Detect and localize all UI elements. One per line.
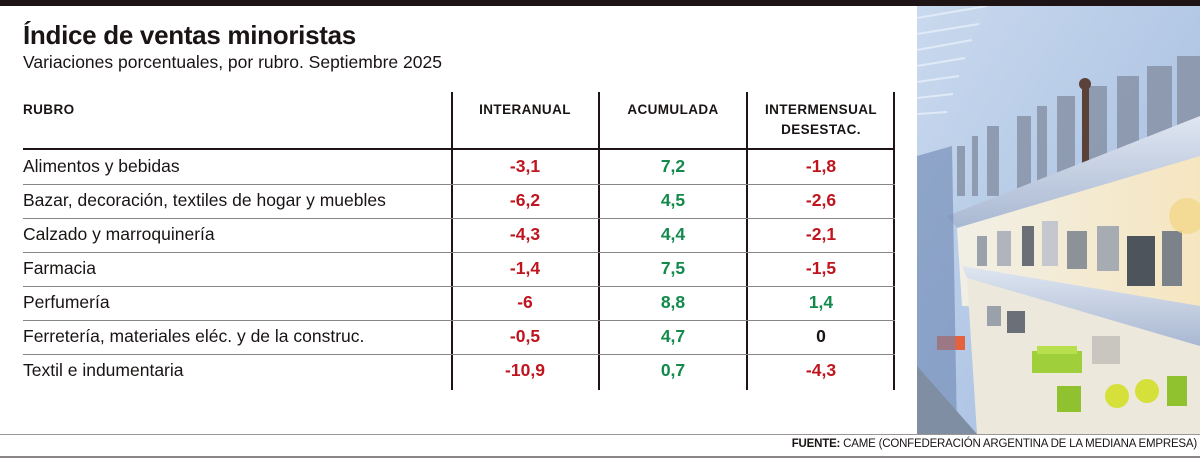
value-intermensual: 1,4 <box>808 292 834 312</box>
source-rule <box>0 434 1200 435</box>
source-text: CAME (CONFEDERACIÓN ARGENTINA DE LA MEDI… <box>840 438 1197 450</box>
photo-illustration <box>917 6 1200 434</box>
value-intermensual: 0 <box>816 326 826 346</box>
row-divider <box>23 320 895 321</box>
row-label: Alimentos y bebidas <box>23 156 180 176</box>
value-interanual: -10,9 <box>505 360 545 380</box>
row-divider <box>23 252 895 253</box>
value-intermensual: -2,6 <box>805 190 837 210</box>
row-divider <box>23 184 895 185</box>
value-interanual: -6,2 <box>509 190 541 210</box>
row-label: Calzado y marroquinería <box>23 224 215 244</box>
row-label: Perfumería <box>23 292 110 312</box>
row-divider <box>23 354 895 355</box>
value-intermensual: -2,1 <box>805 224 837 244</box>
value-interanual: -4,3 <box>509 224 541 244</box>
value-acumulada: 4,5 <box>660 190 686 210</box>
header-rule <box>23 148 895 150</box>
value-intermensual: -1,8 <box>805 156 837 176</box>
row-label: Bazar, decoración, textiles de hogar y m… <box>23 190 386 210</box>
column-header-interanual: INTERANUAL <box>479 102 571 117</box>
bottom-rule <box>0 456 1200 458</box>
row-divider <box>23 286 895 287</box>
column-header-intermensual-line1: INTERMENSUAL <box>764 102 878 117</box>
chart-subtitle: Variaciones porcentuales, por rubro. Sep… <box>23 52 442 72</box>
column-header-rubro: RUBRO <box>23 102 75 117</box>
value-acumulada: 7,2 <box>660 156 686 176</box>
column-divider <box>598 92 600 390</box>
value-interanual: -1,4 <box>509 258 541 278</box>
source-label: FUENTE: <box>791 438 841 450</box>
value-acumulada: 8,8 <box>660 292 686 312</box>
value-acumulada: 4,7 <box>660 326 686 346</box>
value-acumulada: 4,4 <box>660 224 686 244</box>
store-shelves-photo <box>917 6 1200 434</box>
value-interanual: -6 <box>517 292 533 312</box>
top-rule <box>0 0 1200 6</box>
row-divider <box>23 218 895 219</box>
column-header-intermensual-line2: DESESTAC. <box>781 122 861 137</box>
column-divider <box>746 92 748 390</box>
value-acumulada: 0,7 <box>660 360 686 380</box>
value-intermensual: -4,3 <box>805 360 837 380</box>
value-interanual: -0,5 <box>509 326 541 346</box>
column-header-intermensual: INTERMENSUAL DESESTAC. <box>748 100 894 140</box>
column-divider <box>451 92 453 390</box>
row-label: Farmacia <box>23 258 96 278</box>
chart-title: Índice de ventas minoristas <box>23 20 356 50</box>
column-header-acumulada: ACUMULADA <box>627 102 719 117</box>
value-intermensual: -1,5 <box>805 258 837 278</box>
value-interanual: -3,1 <box>509 156 541 176</box>
source-note: FUENTE: CAME (CONFEDERACIÓN ARGENTINA DE… <box>792 438 1197 450</box>
row-label: Ferretería, materiales eléc. y de la con… <box>23 326 365 346</box>
column-divider <box>893 92 895 390</box>
value-acumulada: 7,5 <box>660 258 686 278</box>
row-label: Textil e indumentaria <box>23 360 184 380</box>
